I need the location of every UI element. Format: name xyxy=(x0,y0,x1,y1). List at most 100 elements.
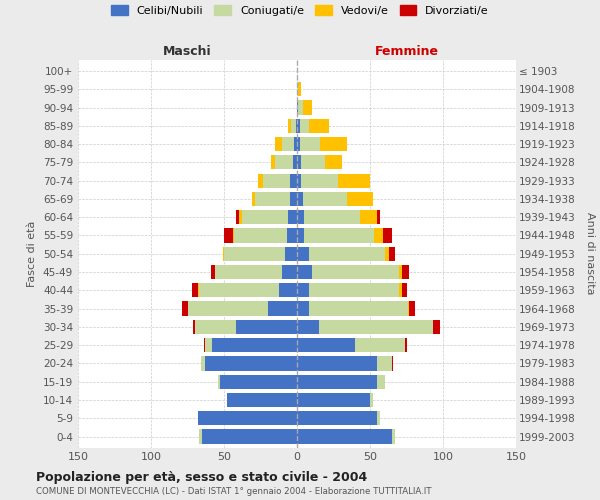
Bar xyxy=(297,411,377,426)
Bar xyxy=(187,302,268,316)
Bar xyxy=(283,137,294,151)
Bar xyxy=(242,210,288,224)
Bar xyxy=(291,118,296,133)
Bar xyxy=(402,265,409,279)
Bar xyxy=(308,302,408,316)
Bar xyxy=(319,320,433,334)
Bar xyxy=(254,192,290,206)
Bar xyxy=(263,174,290,188)
Bar xyxy=(224,246,286,261)
Bar xyxy=(374,228,383,242)
Bar xyxy=(297,100,298,114)
Bar xyxy=(297,118,300,133)
Bar xyxy=(218,374,220,389)
Y-axis label: Fasce di età: Fasce di età xyxy=(28,220,37,287)
Bar xyxy=(198,411,297,426)
Bar xyxy=(290,174,297,188)
Bar xyxy=(300,137,320,151)
Bar xyxy=(288,210,297,224)
Text: Femmine: Femmine xyxy=(374,45,439,58)
Bar xyxy=(239,210,242,224)
Bar xyxy=(297,246,308,261)
Y-axis label: Anni di nascita: Anni di nascita xyxy=(585,212,595,295)
Bar xyxy=(198,283,199,298)
Bar xyxy=(202,430,297,444)
Bar xyxy=(296,118,297,133)
Bar xyxy=(377,411,380,426)
Bar xyxy=(205,356,297,370)
Bar xyxy=(399,265,402,279)
Bar xyxy=(304,228,374,242)
Bar xyxy=(308,283,399,298)
Bar xyxy=(297,283,308,298)
Bar xyxy=(385,246,389,261)
Bar xyxy=(297,356,377,370)
Bar xyxy=(211,265,215,279)
Bar xyxy=(275,137,283,151)
Bar xyxy=(257,174,263,188)
Bar xyxy=(236,210,239,224)
Bar xyxy=(234,228,287,242)
Bar xyxy=(297,137,300,151)
Bar xyxy=(370,393,373,407)
Bar xyxy=(347,192,373,206)
Bar xyxy=(252,192,254,206)
Bar xyxy=(297,82,298,96)
Bar xyxy=(377,356,392,370)
Bar xyxy=(224,228,233,242)
Bar xyxy=(338,174,370,188)
Bar xyxy=(297,210,304,224)
Text: Maschi: Maschi xyxy=(163,45,212,58)
Bar xyxy=(297,320,319,334)
Bar xyxy=(223,246,224,261)
Bar xyxy=(271,155,275,170)
Bar xyxy=(392,356,394,370)
Bar xyxy=(297,228,304,242)
Text: Popolazione per età, sesso e stato civile - 2004: Popolazione per età, sesso e stato civil… xyxy=(36,472,367,484)
Bar xyxy=(182,302,187,316)
Bar xyxy=(405,338,407,352)
Bar xyxy=(325,155,342,170)
Bar xyxy=(298,100,303,114)
Bar xyxy=(297,302,308,316)
Bar xyxy=(294,137,297,151)
Bar xyxy=(280,283,297,298)
Bar xyxy=(311,265,399,279)
Bar xyxy=(383,228,392,242)
Bar xyxy=(203,338,205,352)
Bar xyxy=(300,118,308,133)
Bar xyxy=(290,192,297,206)
Bar xyxy=(297,265,311,279)
Bar xyxy=(303,100,311,114)
Bar xyxy=(303,192,347,206)
Bar xyxy=(236,320,297,334)
Bar xyxy=(212,338,297,352)
Bar xyxy=(199,283,280,298)
Legend: Celibi/Nubili, Coniugati/e, Vedovi/e, Divorziati/e: Celibi/Nubili, Coniugati/e, Vedovi/e, Di… xyxy=(107,0,493,20)
Bar xyxy=(308,246,385,261)
Bar xyxy=(227,393,297,407)
Bar xyxy=(286,246,297,261)
Bar xyxy=(215,265,283,279)
Bar xyxy=(408,302,409,316)
Bar xyxy=(298,82,301,96)
Bar xyxy=(283,265,297,279)
Bar xyxy=(399,283,402,298)
Bar xyxy=(320,137,347,151)
Bar xyxy=(199,430,202,444)
Bar xyxy=(301,174,338,188)
Bar xyxy=(193,320,195,334)
Bar xyxy=(200,356,205,370)
Bar xyxy=(192,283,198,298)
Text: COMUNE DI MONTEVECCHIA (LC) - Dati ISTAT 1° gennaio 2004 - Elaborazione TUTTITAL: COMUNE DI MONTEVECCHIA (LC) - Dati ISTAT… xyxy=(36,487,431,496)
Bar xyxy=(433,320,440,334)
Bar xyxy=(355,338,405,352)
Bar xyxy=(297,430,392,444)
Bar xyxy=(377,210,380,224)
Bar xyxy=(288,118,291,133)
Bar xyxy=(297,338,355,352)
Bar xyxy=(392,430,395,444)
Bar xyxy=(268,302,297,316)
Bar xyxy=(287,228,297,242)
Bar xyxy=(297,192,303,206)
